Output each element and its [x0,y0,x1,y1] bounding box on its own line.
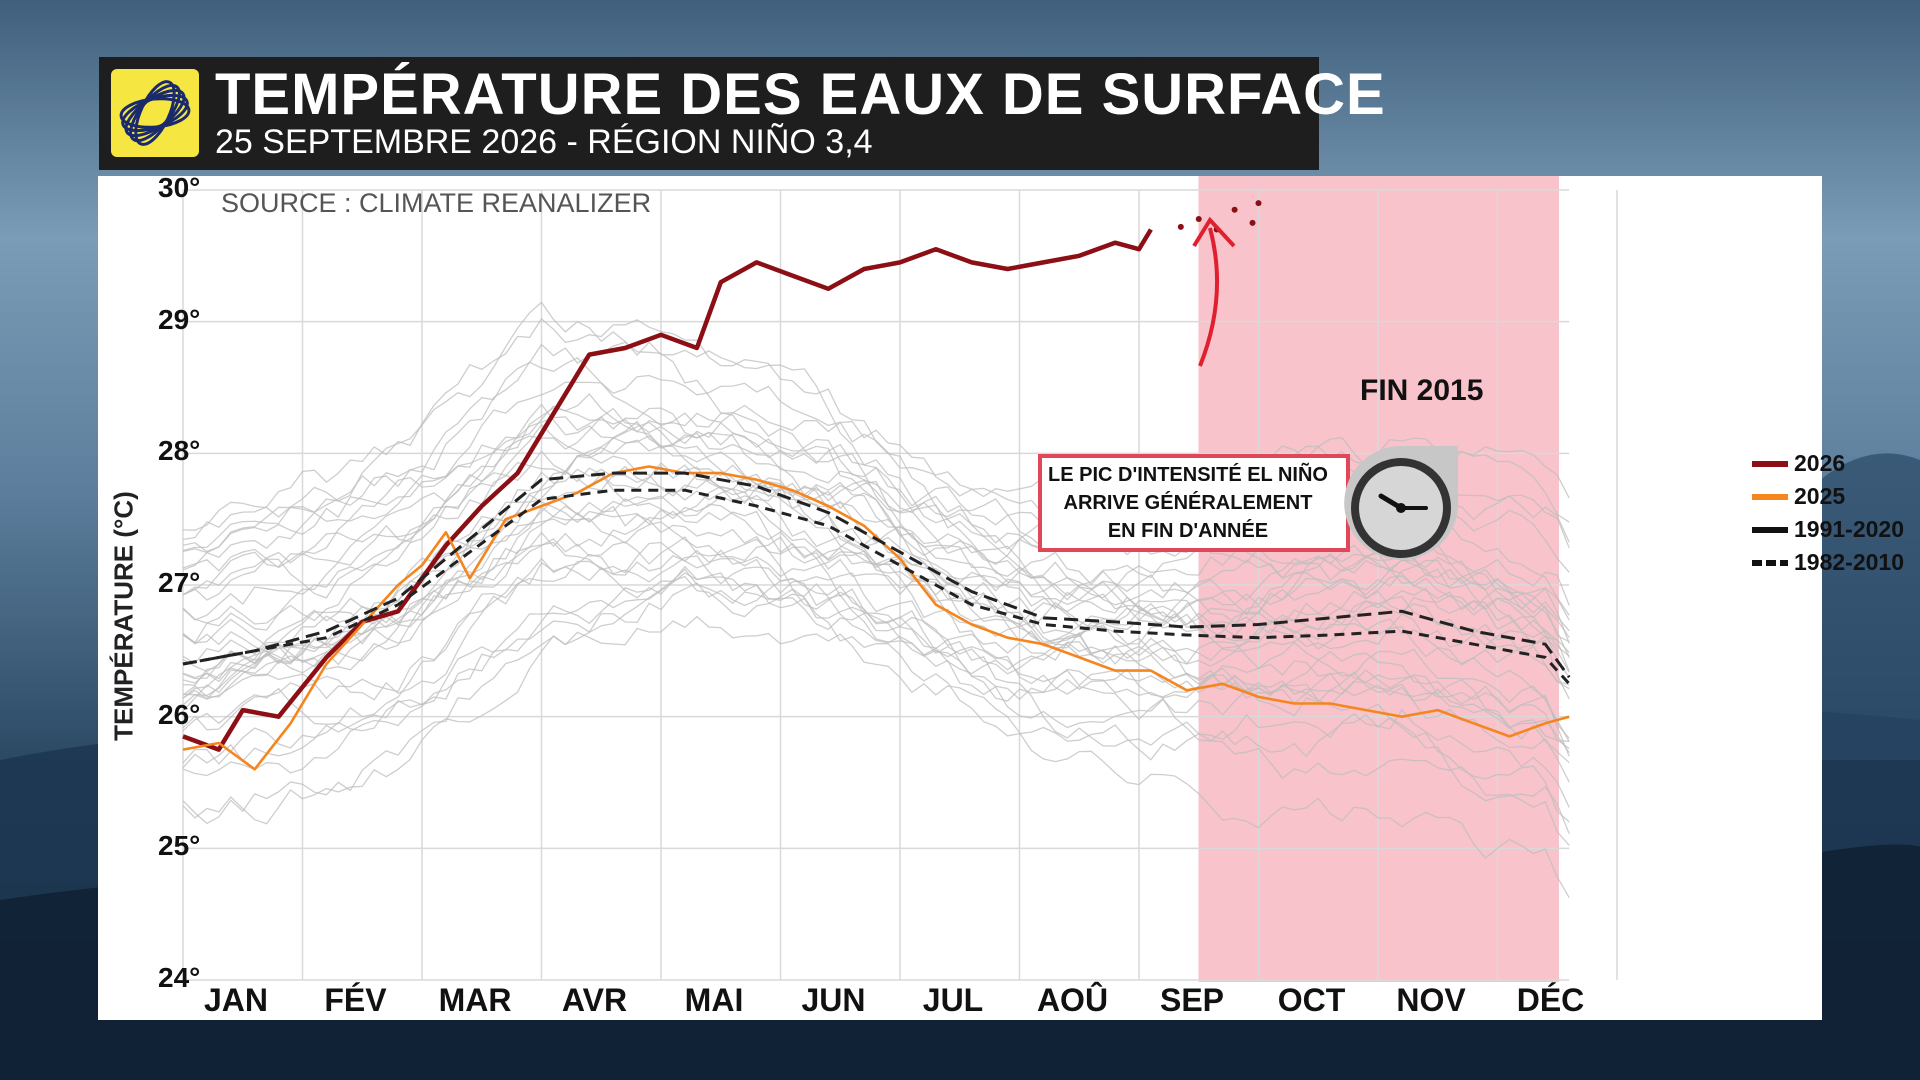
history-year-line [182,404,1570,596]
chart-panel: SOURCE : CLIMATE REANALIZER TEMPÉRATURE … [98,172,1904,1020]
history-year-line [182,423,1570,686]
y-tick-label: 24° [158,962,201,993]
legend-swatch [1752,527,1788,533]
clock-icon [1344,446,1458,560]
history-year-line [182,439,1570,673]
x-tick-label: MAI [684,982,744,1018]
history-year-line [182,510,1570,699]
forecast-dot [1255,200,1262,207]
x-tick-label: AOÛ [1036,982,1109,1018]
page-title: TEMPÉRATURE DES EAUX DE SURFACE [215,62,1386,127]
legend-label: 1982-2010 [1794,549,1904,575]
history-year-line [182,565,1570,777]
history-year-line [182,505,1570,743]
highlight-label: FIN 2015 [1360,374,1484,407]
history-year-line [182,403,1570,632]
history-year-line [182,473,1570,764]
forecast-dot [1195,215,1202,222]
x-tick-label: NOV [1396,982,1466,1018]
annotation-line-1: LE PIC D'INTENSITÉ EL NIÑO [1048,464,1328,486]
x-tick-label: JUL [922,982,984,1018]
y-axis-label: TEMPÉRATURE (°C) [108,491,139,741]
legend-label: 2025 [1794,483,1846,509]
history-year-line [182,536,1570,808]
y-tick-label: 30° [158,172,201,203]
source-label: SOURCE : CLIMATE REANALIZER [221,188,652,218]
history-year-line [182,483,1570,706]
logo-icon [111,69,199,157]
y-tick-label: 27° [158,567,201,598]
y-tick-label: 29° [158,303,201,335]
y-tick-label: 25° [158,830,201,862]
page-subtitle: 25 SEPTEMBRE 2026 - RÉGION NIÑO 3,4 [215,123,873,161]
history-year-line [182,407,1570,643]
history-year-line [182,473,1570,686]
x-tick-label: JAN [203,982,269,1018]
history-year-line [182,615,1570,899]
sst-line-chart [182,176,1618,982]
history-year-line [182,577,1570,783]
annotation-line-2: ARRIVE GÉNÉRALEMENT [1063,492,1313,514]
history-year-line [182,317,1570,566]
x-tick-label: SEP [1159,982,1225,1018]
history-year-line [182,541,1570,753]
forecast-dot [1177,223,1184,230]
arrow-head-icon [1192,216,1236,248]
legend-swatch [1752,461,1788,467]
legend-label: 2026 [1794,450,1846,476]
series-line-1982-2010 [182,488,1571,685]
annotation-box: LE PIC D'INTENSITÉ EL NIÑO ARRIVE GÉNÉRA… [1038,454,1350,552]
x-tick-label: MAR [438,982,512,1018]
series-line-2025 [182,465,1570,771]
history-year-line [182,568,1570,846]
y-tick-label: 28° [158,435,201,467]
y-tick-label: 26° [158,698,201,730]
x-tick-label: JUN [801,982,866,1018]
x-tick-label: FÉV [324,982,387,1018]
header-banner: TEMPÉRATURE DES EAUX DE SURFACE 25 SEPTE… [99,57,1385,170]
forecast-dot [1249,219,1256,226]
history-year-line [182,421,1570,658]
series-line-2026 [182,228,1153,752]
arrow-up-icon [1198,227,1220,367]
x-tick-label: OCT [1277,982,1346,1018]
history-year-line [182,553,1570,823]
legend-swatch [1752,494,1788,500]
x-tick-label: AVR [561,982,628,1018]
legend-swatch [1752,560,1788,566]
series-line-1991-2020 [182,471,1571,679]
forecast-dot [1231,206,1238,213]
history-year-line [182,465,1570,690]
legend-label: 1991-2020 [1794,516,1904,542]
annotation-line-3: EN FIN D'ANNÉE [1107,520,1269,542]
x-tick-label: DÉC [1516,982,1585,1018]
